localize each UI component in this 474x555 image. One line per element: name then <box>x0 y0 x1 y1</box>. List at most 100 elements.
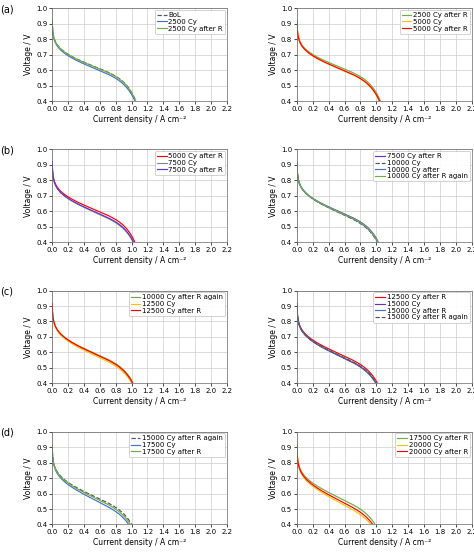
10000 Cy after R again <box>339 210 345 216</box>
BoL <box>94 64 100 71</box>
15000 Cy after R again <box>166 529 172 536</box>
15000 Cy after R again <box>377 388 383 395</box>
Legend: 12500 Cy after R, 15000 Cy, 15000 Cy after R, 15000 Cy after R again: 12500 Cy after R, 15000 Cy, 15000 Cy aft… <box>374 292 470 322</box>
Y-axis label: Voltage / V: Voltage / V <box>24 457 33 499</box>
Line: 17500 Cy: 17500 Cy <box>52 446 227 532</box>
5000 Cy <box>426 105 431 112</box>
2500 Cy after R <box>381 105 386 112</box>
10000 Cy after R again <box>397 246 403 253</box>
Line: 7500 Cy: 7500 Cy <box>52 162 227 250</box>
12500 Cy <box>128 379 134 386</box>
10000 Cy after R again <box>166 388 172 395</box>
15000 Cy after R again <box>80 488 86 495</box>
17500 Cy <box>181 529 187 536</box>
5000 Cy after R <box>411 105 417 112</box>
Legend: 15000 Cy after R again, 17500 Cy, 17500 Cy after R: 15000 Cy after R again, 17500 Cy, 17500 … <box>129 433 225 457</box>
5000 Cy after R <box>94 208 100 214</box>
12500 Cy after R <box>153 388 158 395</box>
Line: 10000 Cy after R again: 10000 Cy after R again <box>52 304 227 391</box>
2500 Cy after R <box>94 64 100 71</box>
15000 Cy <box>339 354 345 360</box>
10000 Cy after R again <box>426 246 431 253</box>
17500 Cy after R <box>294 442 300 448</box>
15000 Cy <box>411 388 417 395</box>
15000 Cy after R again <box>153 529 158 536</box>
20000 Cy after R <box>469 529 474 536</box>
10000 Cy after R again <box>80 345 86 351</box>
10000 Cy <box>469 246 474 253</box>
7500 Cy <box>153 246 158 253</box>
20000 Cy <box>426 529 431 536</box>
7500 Cy after R <box>373 234 379 241</box>
10000 Cy after <box>411 246 417 253</box>
17500 Cy <box>153 529 158 536</box>
10000 Cy after <box>325 204 331 210</box>
5000 Cy after R <box>49 158 55 165</box>
12500 Cy after R <box>134 388 139 395</box>
7500 Cy after R <box>379 246 384 253</box>
5000 Cy <box>397 105 403 112</box>
12500 Cy <box>181 388 187 395</box>
17500 Cy after R <box>397 529 403 536</box>
2500 Cy after R <box>397 105 403 112</box>
15000 Cy after R again <box>426 388 431 395</box>
10000 Cy after R again <box>294 159 300 165</box>
7500 Cy after R <box>339 209 345 216</box>
5000 Cy after R <box>224 246 230 253</box>
2500 Cy after R <box>339 64 345 71</box>
12500 Cy <box>153 388 158 395</box>
5000 Cy <box>380 105 385 112</box>
15000 Cy after R again <box>469 388 474 395</box>
Line: 2500 Cy after R: 2500 Cy after R <box>297 20 472 109</box>
15000 Cy <box>294 301 300 307</box>
Y-axis label: Voltage / V: Voltage / V <box>24 175 33 216</box>
15000 Cy after R <box>373 380 379 386</box>
Line: 20000 Cy: 20000 Cy <box>297 446 472 532</box>
12500 Cy after R <box>469 388 474 395</box>
X-axis label: Current density / A cm⁻²: Current density / A cm⁻² <box>337 397 431 406</box>
2500 Cy after R <box>426 105 431 112</box>
Line: 17500 Cy after R: 17500 Cy after R <box>52 445 227 532</box>
17500 Cy after R <box>224 529 230 536</box>
Line: 2500 Cy after R: 2500 Cy after R <box>52 20 227 109</box>
5000 Cy after R <box>80 201 86 208</box>
10000 Cy after <box>469 246 474 253</box>
10000 Cy after R again <box>181 388 187 395</box>
Legend: 2500 Cy after R, 5000 Cy, 5000 Cy after R: 2500 Cy after R, 5000 Cy, 5000 Cy after … <box>400 10 470 34</box>
10000 Cy after R again <box>128 376 134 383</box>
15000 Cy after R again <box>181 529 187 536</box>
2500 Cy after R <box>373 89 379 95</box>
10000 Cy <box>339 210 345 217</box>
17500 Cy after R <box>376 529 382 536</box>
Line: 15000 Cy after R again: 15000 Cy after R again <box>297 304 472 391</box>
10000 Cy after <box>378 246 384 253</box>
X-axis label: Current density / A cm⁻²: Current density / A cm⁻² <box>93 115 186 124</box>
2500 Cy <box>128 90 134 97</box>
20000 Cy after R <box>397 529 403 536</box>
2500 Cy after R <box>49 17 55 23</box>
10000 Cy after <box>426 246 431 253</box>
17500 Cy <box>128 525 134 532</box>
10000 Cy after R again <box>94 351 100 357</box>
2500 Cy <box>181 105 187 112</box>
5000 Cy after R <box>181 246 187 253</box>
10000 Cy <box>378 246 384 253</box>
15000 Cy after R again <box>49 442 55 448</box>
7500 Cy <box>181 246 187 253</box>
10000 Cy after <box>397 246 403 253</box>
15000 Cy after R <box>325 347 331 354</box>
BoL <box>181 105 187 112</box>
10000 Cy after R again <box>469 246 474 253</box>
12500 Cy after R <box>80 345 86 352</box>
12500 Cy after R <box>325 345 331 352</box>
Legend: 10000 Cy after R again, 12500 Cy, 12500 Cy after R: 10000 Cy after R again, 12500 Cy, 12500 … <box>128 292 225 316</box>
Y-axis label: Voltage / V: Voltage / V <box>269 316 278 358</box>
Line: 12500 Cy after R: 12500 Cy after R <box>297 304 472 391</box>
5000 Cy after R <box>166 246 172 253</box>
2500 Cy after R <box>153 105 158 112</box>
12500 Cy after R <box>378 388 384 395</box>
15000 Cy <box>469 388 474 395</box>
5000 Cy <box>469 105 474 112</box>
15000 Cy after R again <box>133 529 138 536</box>
17500 Cy after R <box>153 529 158 536</box>
